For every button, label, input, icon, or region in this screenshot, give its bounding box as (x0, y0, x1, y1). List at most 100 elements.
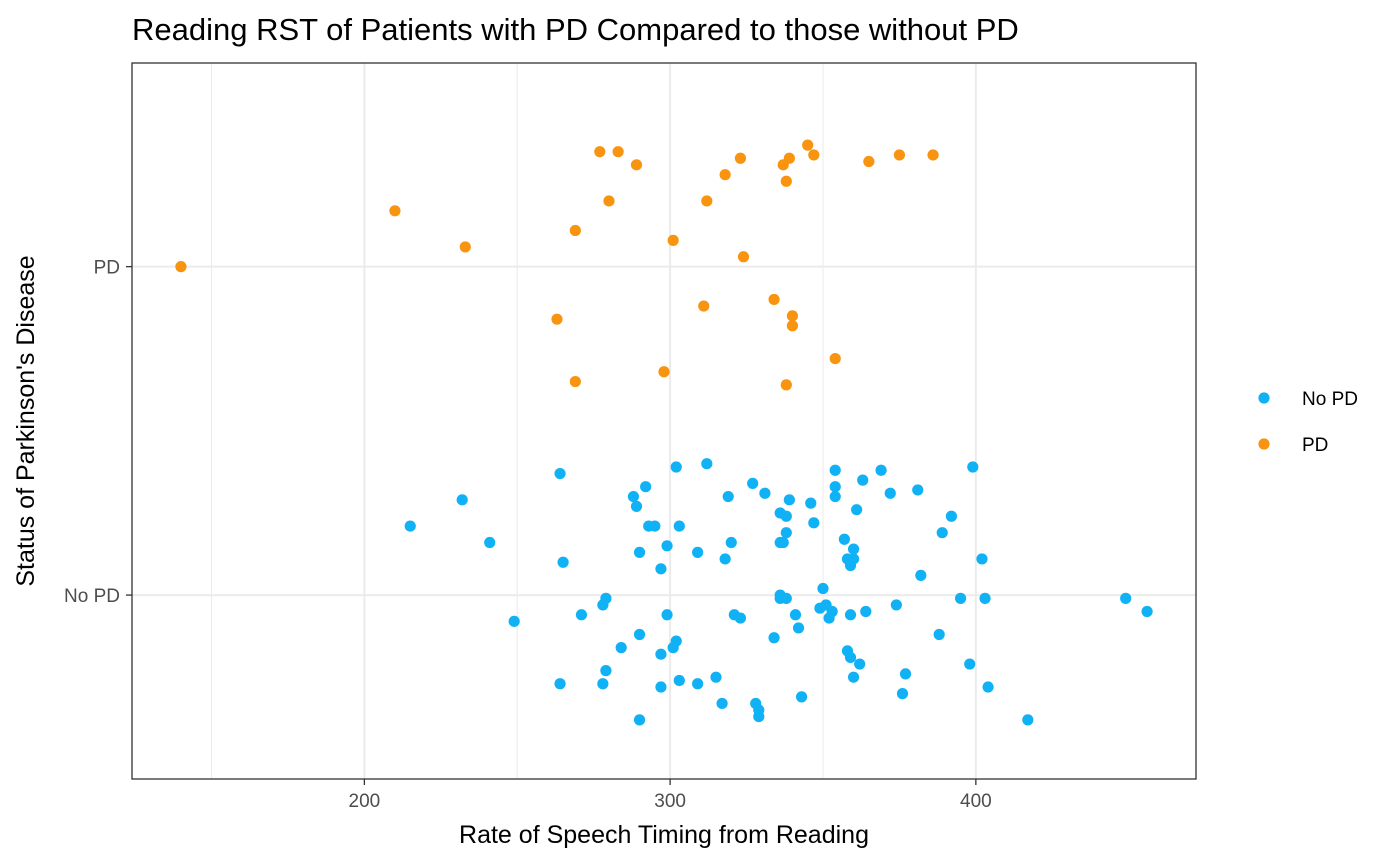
point-pd (603, 195, 615, 207)
point-no-pd (844, 609, 857, 621)
point-no-pd (805, 497, 817, 509)
point-pd (783, 152, 795, 164)
point-no-pd (844, 651, 857, 664)
point-no-pd (673, 674, 685, 687)
point-no-pd (1022, 714, 1034, 726)
point-no-pd (875, 464, 887, 476)
point-no-pd (725, 536, 737, 549)
point-pd (719, 169, 731, 181)
point-no-pd (575, 609, 588, 621)
point-pd (569, 375, 581, 388)
point-no-pd (851, 504, 863, 516)
y-tick-label: No PD (64, 586, 120, 607)
point-pd (768, 293, 780, 306)
point-no-pd (655, 563, 667, 575)
point-no-pd (722, 490, 734, 503)
point-pd (459, 241, 471, 253)
chart-title: Reading RST of Patients with PD Compared… (132, 12, 1019, 47)
point-pd (780, 379, 792, 391)
point-no-pd (633, 546, 646, 558)
point-no-pd (633, 628, 646, 641)
point-no-pd (753, 704, 765, 716)
point-pd (802, 139, 814, 151)
point-no-pd (857, 474, 869, 486)
point-no-pd (890, 599, 902, 611)
point-no-pd (710, 671, 722, 683)
y-axis-title: Status of Parkinson's Disease (12, 255, 40, 586)
point-pd (701, 195, 713, 207)
legend-label: No PD (1302, 389, 1358, 410)
point-no-pd (670, 635, 682, 647)
point-no-pd (630, 500, 643, 512)
point-no-pd (627, 490, 640, 503)
point-no-pd (716, 697, 728, 710)
point-no-pd (967, 461, 979, 473)
point-no-pd (817, 582, 829, 595)
x-tick-label: 300 (654, 791, 686, 812)
point-no-pd (792, 622, 805, 634)
point-no-pd (899, 668, 912, 680)
point-no-pd (747, 477, 759, 490)
point-no-pd (597, 678, 609, 690)
point-no-pd (1141, 605, 1153, 618)
point-no-pd (915, 569, 927, 581)
legend-label: PD (1302, 435, 1328, 456)
point-no-pd (884, 487, 896, 499)
point-no-pd (780, 527, 792, 539)
point-pd (569, 224, 581, 237)
point-pd (737, 251, 750, 263)
point-no-pd (759, 487, 771, 499)
point-pd (658, 366, 670, 378)
point-no-pd (945, 510, 958, 522)
point-no-pd (734, 612, 747, 624)
point-no-pd (692, 678, 704, 690)
x-tick-label: 200 (349, 791, 381, 812)
point-pd (893, 149, 906, 161)
point-no-pd (600, 592, 612, 604)
point-no-pd (404, 520, 416, 532)
point-no-pd (789, 609, 802, 621)
x-axis-title: Rate of Speech Timing from Reading (459, 821, 869, 849)
point-pd (698, 300, 710, 312)
point-pd (780, 175, 792, 187)
y-tick-label: PD (94, 258, 120, 279)
point-no-pd (1120, 592, 1132, 604)
point-no-pd (847, 543, 860, 555)
point-no-pd (554, 678, 566, 690)
point-no-pd (982, 681, 994, 693)
axes: 200 300 400 No PD PD (64, 258, 992, 812)
point-no-pd (933, 628, 945, 641)
point-pd (829, 352, 841, 365)
point-no-pd (826, 605, 838, 618)
point-no-pd (780, 510, 792, 522)
plot-panel (132, 63, 1196, 779)
point-no-pd (829, 481, 841, 493)
point-no-pd (964, 658, 976, 670)
point-pd (612, 146, 624, 158)
x-tick-label: 400 (960, 791, 992, 812)
point-pd (667, 234, 679, 246)
point-no-pd (456, 494, 468, 506)
point-no-pd (783, 494, 795, 506)
legend: No PD PD (1258, 389, 1358, 456)
point-no-pd (701, 458, 713, 470)
point-no-pd (661, 540, 673, 552)
point-no-pd (847, 553, 860, 565)
point-no-pd (829, 490, 841, 503)
point-no-pd (954, 592, 967, 604)
plot-border (131, 62, 1197, 780)
point-no-pd (854, 658, 866, 670)
point-no-pd (719, 553, 731, 565)
point-no-pd (655, 681, 667, 693)
point-pd (734, 152, 747, 164)
point-no-pd (655, 648, 667, 660)
point-no-pd (795, 691, 808, 703)
point-no-pd (615, 642, 627, 654)
point-no-pd (936, 527, 948, 539)
point-pd (175, 261, 187, 273)
legend-key (1258, 438, 1270, 450)
point-no-pd (847, 671, 860, 683)
point-pd (551, 313, 563, 325)
point-pd (863, 155, 875, 168)
legend-key (1258, 392, 1270, 404)
